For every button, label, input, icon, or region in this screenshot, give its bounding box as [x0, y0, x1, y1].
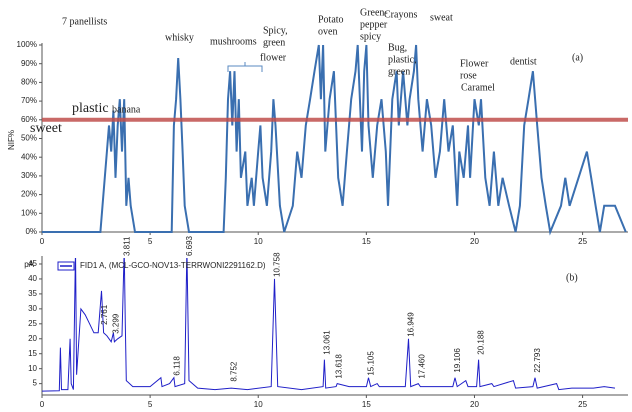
y-tick-label: 0% — [25, 227, 37, 236]
peak-label: 10.758 — [273, 252, 282, 277]
y-tick-label: 40 — [28, 274, 37, 283]
x-tick-label: 15 — [362, 400, 371, 409]
y-tick-label: 35 — [28, 289, 37, 298]
peak-label: 17.460 — [418, 354, 427, 379]
y-tick-label: 10% — [21, 208, 37, 217]
annotation: flower — [260, 52, 287, 63]
annotation: Potato — [318, 14, 344, 25]
x-tick-label: 10 — [254, 237, 263, 246]
annotation: sweet — [30, 121, 62, 136]
y-tick-label: 5 — [33, 379, 38, 388]
y-tick-label: 90% — [21, 59, 37, 68]
annotation: pepper — [360, 19, 388, 30]
peak-label: 3.811 — [123, 236, 132, 256]
x-tick-label: 15 — [362, 237, 371, 246]
y-tick-label: 30% — [21, 171, 37, 180]
x-tick-label: 0 — [40, 400, 45, 409]
annotation: whisky — [165, 32, 194, 43]
annotation: banana — [112, 104, 141, 115]
y-tick-label: 100% — [17, 40, 37, 49]
y-tick-label: 10 — [28, 364, 37, 373]
peak-label: 3.299 — [111, 313, 120, 334]
y-axis-label: NIF% — [7, 130, 16, 150]
annotation: Crayons — [384, 9, 417, 20]
x-tick-label: 0 — [40, 237, 45, 246]
data-line — [42, 258, 616, 392]
x-tick-label: 25 — [578, 400, 587, 409]
annotation: plastic, — [388, 54, 417, 65]
y-axis-label: pA — [24, 260, 34, 269]
annotation: 7 panellists — [62, 16, 107, 27]
x-tick-label: 5 — [148, 237, 153, 246]
annotation: green — [388, 66, 410, 77]
annotation: sweat — [430, 12, 453, 23]
panel-label: (a) — [572, 52, 583, 63]
panel-label: (b) — [566, 272, 578, 283]
peak-label: 19.106 — [453, 348, 462, 373]
y-tick-label: 80% — [21, 78, 37, 87]
peak-label: 8.752 — [229, 361, 238, 382]
annotation: spicy — [360, 31, 381, 42]
x-tick-label: 10 — [254, 400, 263, 409]
data-line — [42, 44, 627, 236]
annotation: Spicy, — [263, 25, 288, 36]
peak-label: 16.949 — [407, 312, 416, 337]
peak-label: 13.618 — [335, 354, 344, 379]
annotation: rose — [460, 70, 477, 81]
legend-box — [57, 261, 75, 271]
peak-label: 20.188 — [477, 330, 486, 355]
y-tick-label: 20% — [21, 190, 37, 199]
y-tick-label: 60% — [21, 115, 37, 124]
peak-label: 6.693 — [185, 235, 194, 256]
annotation: Bug, — [388, 42, 407, 53]
peak-label: 22.793 — [533, 348, 542, 373]
y-tick-label: 45 — [28, 259, 37, 268]
y-tick-label: 70% — [21, 96, 37, 105]
y-tick-label: 30 — [28, 304, 37, 313]
annotation: mushrooms — [210, 36, 257, 47]
peak-label: 15.105 — [367, 351, 376, 376]
y-tick-label: 15 — [28, 349, 37, 358]
y-tick-label: 20 — [28, 334, 37, 343]
y-tick-label: 25 — [28, 319, 37, 328]
y-tick-label: 40% — [21, 152, 37, 161]
annotation: green — [263, 37, 285, 48]
legend-label: FID1 A, (MCL-GCO-NOV13-TERRWONI2291162.D… — [80, 261, 266, 270]
peak-label: 2.761 — [100, 304, 109, 325]
annotation: Caramel — [461, 82, 495, 93]
bracket — [227, 62, 263, 72]
y-tick-label: 50% — [21, 134, 37, 143]
annotation: dentist — [510, 56, 537, 67]
annotation: Green- — [360, 7, 388, 18]
annotation: Flower — [460, 58, 489, 69]
x-tick-label: 20 — [470, 237, 479, 246]
annotation: plastic — [72, 101, 109, 116]
x-tick-label: 20 — [470, 400, 479, 409]
peak-label: 13.061 — [323, 330, 332, 355]
annotation: oven — [318, 26, 337, 37]
x-tick-label: 25 — [578, 237, 587, 246]
peak-label: 6.118 — [172, 356, 181, 376]
x-tick-label: 5 — [148, 400, 153, 409]
